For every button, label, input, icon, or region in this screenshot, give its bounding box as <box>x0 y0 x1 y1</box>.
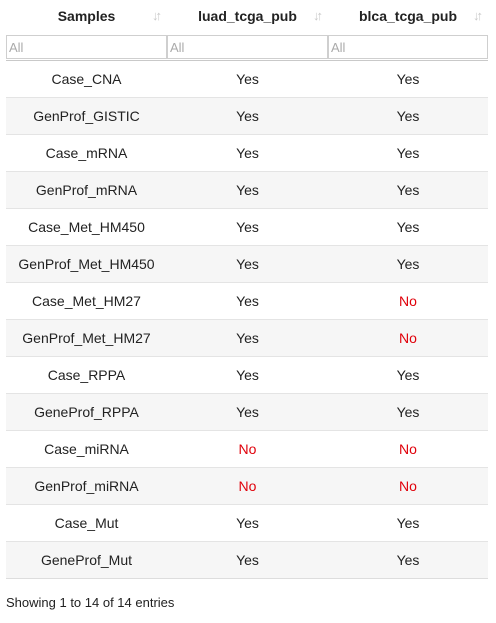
table-row: GeneProf_RPPA Yes Yes <box>6 393 488 431</box>
availability-cell: No <box>328 319 488 357</box>
filter-cell <box>167 32 328 61</box>
table-row: Case_miRNA No No <box>6 430 488 468</box>
table-row: Case_CNA Yes Yes <box>6 60 488 98</box>
filter-input-luad[interactable] <box>167 35 328 59</box>
table-row: GenProf_GISTIC Yes Yes <box>6 97 488 135</box>
availability-cell: Yes <box>328 356 488 394</box>
sample-name-cell: Case_mRNA <box>6 134 167 172</box>
table-row: GenProf_Met_HM450 Yes Yes <box>6 245 488 283</box>
sample-name-cell: Case_RPPA <box>6 356 167 394</box>
sample-name-cell: Case_Mut <box>6 504 167 542</box>
availability-cell: Yes <box>167 171 328 209</box>
table-row: Case_Mut Yes Yes <box>6 504 488 542</box>
column-header-label: Samples <box>57 8 116 24</box>
availability-cell: Yes <box>328 97 488 135</box>
samples-table: Samples ↓↑ luad_tcga_pub ↓↑ blca_tcga_pu… <box>6 0 488 579</box>
sample-name-cell: GenProf_miRNA <box>6 467 167 505</box>
table-info: Showing 1 to 14 of 14 entries <box>6 595 175 610</box>
sample-name-cell: Case_Met_HM450 <box>6 208 167 246</box>
table-row: Case_Met_HM450 Yes Yes <box>6 208 488 246</box>
sample-name-cell: Case_CNA <box>6 60 167 98</box>
availability-cell: Yes <box>167 282 328 320</box>
column-header-label: luad_tcga_pub <box>198 8 297 24</box>
availability-cell: Yes <box>167 97 328 135</box>
availability-cell: No <box>328 430 488 468</box>
filter-input-blca[interactable] <box>328 35 488 59</box>
sample-name-cell: GenProf_mRNA <box>6 171 167 209</box>
table-row: GeneProf_Mut Yes Yes <box>6 541 488 579</box>
sort-arrows-icon[interactable]: ↓↑ <box>313 8 323 23</box>
table-row: GenProf_mRNA Yes Yes <box>6 171 488 209</box>
filter-cell <box>6 32 167 61</box>
availability-cell: Yes <box>167 356 328 394</box>
table-row: Case_mRNA Yes Yes <box>6 134 488 172</box>
availability-cell: Yes <box>167 134 328 172</box>
availability-cell: Yes <box>167 541 328 579</box>
availability-cell: Yes <box>167 393 328 431</box>
sample-name-cell: GeneProf_RPPA <box>6 393 167 431</box>
availability-cell: No <box>167 430 328 468</box>
table-body: Case_CNA Yes Yes GenProf_GISTIC Yes Yes Case_m… <box>6 60 488 579</box>
column-header-blca[interactable]: blca_tcga_pub ↓↑ <box>328 0 488 32</box>
filter-input-samples[interactable] <box>6 35 167 59</box>
sample-name-cell: GenProf_GISTIC <box>6 97 167 135</box>
availability-cell: Yes <box>328 504 488 542</box>
availability-cell: Yes <box>328 60 488 98</box>
availability-cell: Yes <box>328 208 488 246</box>
table-row: Case_Met_HM27 Yes No <box>6 282 488 320</box>
availability-cell: No <box>328 467 488 505</box>
availability-cell: Yes <box>167 504 328 542</box>
header-row: Samples ↓↑ luad_tcga_pub ↓↑ blca_tcga_pu… <box>6 0 488 32</box>
availability-cell: Yes <box>328 134 488 172</box>
sort-arrows-icon[interactable]: ↓↑ <box>473 8 483 23</box>
availability-cell: Yes <box>167 319 328 357</box>
column-header-luad[interactable]: luad_tcga_pub ↓↑ <box>167 0 328 32</box>
sample-name-cell: Case_miRNA <box>6 430 167 468</box>
availability-cell: Yes <box>167 60 328 98</box>
sample-name-cell: GenProf_Met_HM27 <box>6 319 167 357</box>
column-header-label: blca_tcga_pub <box>358 8 458 24</box>
table-row: GenProf_Met_HM27 Yes No <box>6 319 488 357</box>
availability-cell: No <box>328 282 488 320</box>
sort-arrows-icon[interactable]: ↓↑ <box>152 8 162 23</box>
availability-cell: No <box>167 467 328 505</box>
sample-name-cell: Case_Met_HM27 <box>6 282 167 320</box>
sample-name-cell: GeneProf_Mut <box>6 541 167 579</box>
availability-cell: Yes <box>328 541 488 579</box>
availability-cell: Yes <box>328 245 488 283</box>
table-row: GenProf_miRNA No No <box>6 467 488 505</box>
sample-name-cell: GenProf_Met_HM450 <box>6 245 167 283</box>
availability-cell: Yes <box>167 208 328 246</box>
table-row: Case_RPPA Yes Yes <box>6 356 488 394</box>
availability-cell: Yes <box>167 245 328 283</box>
filter-cell <box>328 32 488 61</box>
availability-cell: Yes <box>328 171 488 209</box>
filter-row <box>6 32 488 61</box>
availability-cell: Yes <box>328 393 488 431</box>
column-header-samples[interactable]: Samples ↓↑ <box>6 0 167 32</box>
